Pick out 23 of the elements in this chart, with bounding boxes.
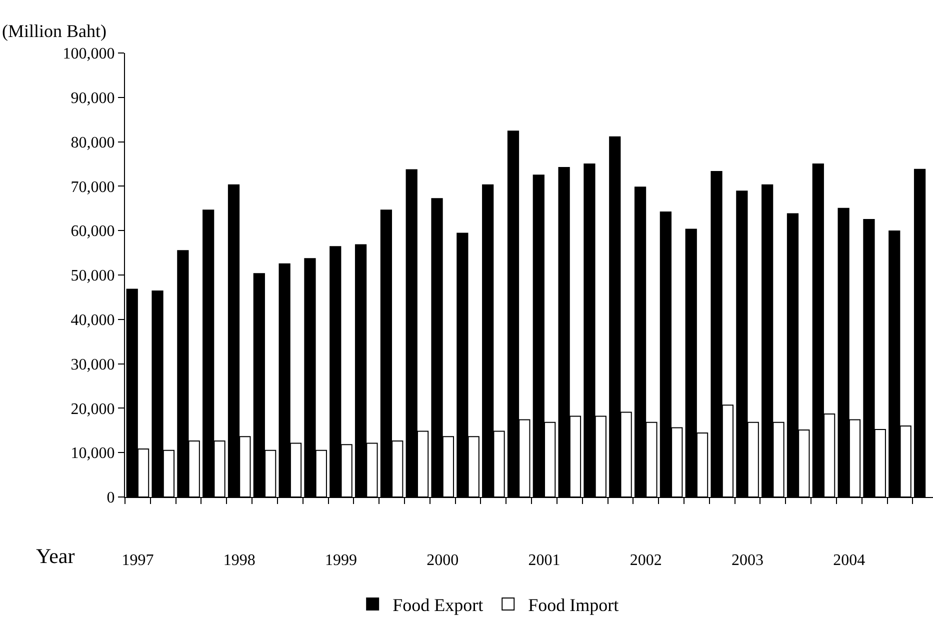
y-tick-label: 50,000 (70, 268, 115, 285)
y-tick-label: 10,000 (70, 445, 115, 462)
y-tick-label: 90,000 (70, 90, 115, 107)
y-tick-label: 60,000 (70, 223, 115, 240)
y-tick-label: 20,000 (70, 400, 115, 418)
y-tick-label: 100,000 (62, 46, 115, 63)
x-tick-label: 1999 (324, 552, 357, 570)
x-tick-label: 2001 (528, 552, 560, 570)
y-tick-label: 30,000 (70, 356, 115, 374)
x-tick-label: 2002 (630, 552, 662, 570)
x-axis-title: Year (36, 544, 75, 568)
x-tick-label: 2003 (732, 552, 764, 570)
x-tick-label: 1997 (122, 552, 154, 570)
x-tick-label: 2004 (833, 552, 866, 570)
x-tick-label: 1998 (223, 552, 256, 570)
y-tick-label: 70,000 (70, 178, 115, 196)
y-axis-title: (Million Baht) (2, 21, 106, 41)
y-tick-label: 40,000 (70, 312, 115, 329)
y-tick-label: 0 (106, 490, 115, 507)
legend-label: Food Export (392, 595, 484, 616)
y-tick-label: 80,000 (70, 134, 115, 152)
x-tick-label: 2000 (426, 552, 459, 570)
legend-label: Food Import (528, 595, 619, 616)
